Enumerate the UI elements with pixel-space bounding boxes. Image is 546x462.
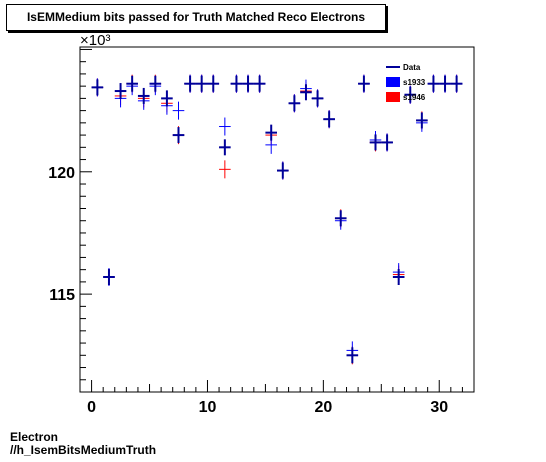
marker-data xyxy=(416,112,428,129)
marker-data xyxy=(114,83,127,100)
marker-data xyxy=(358,75,370,92)
marker-data xyxy=(172,127,185,144)
marker-data xyxy=(311,90,324,107)
marker-data xyxy=(369,134,382,151)
footer-line-1: Electron xyxy=(10,430,59,444)
legend-item-data: Data xyxy=(386,63,421,72)
marker-s1946 xyxy=(219,160,231,179)
marker-s1933 xyxy=(172,101,185,120)
y-tick-label: 120 xyxy=(48,165,75,182)
marker-data xyxy=(276,162,289,179)
footer-line-2: //h_IsemBitsMediumTruth xyxy=(10,443,157,457)
legend-item-s1933: s1933 xyxy=(386,77,426,87)
marker-data xyxy=(381,134,393,151)
marker-data xyxy=(103,269,115,285)
marker-data xyxy=(288,95,301,112)
legend: Data s1933 s1946 xyxy=(386,63,426,102)
x-tick-label: 10 xyxy=(199,399,217,416)
x-tick-label: 20 xyxy=(314,399,332,416)
marker-data xyxy=(149,75,162,92)
marker-data xyxy=(242,75,254,92)
x-tick-label: 30 xyxy=(430,399,448,416)
marker-data xyxy=(137,87,150,104)
y-axis-multiplier: ×10³ xyxy=(80,32,110,49)
marker-data xyxy=(91,79,104,96)
legend-swatch xyxy=(386,77,400,87)
marker-data xyxy=(346,347,359,364)
marker-data xyxy=(300,84,312,101)
legend-item-s1946: s1946 xyxy=(386,92,426,102)
legend-swatch xyxy=(386,92,400,102)
chart-title: IsEMMedium bits passed for Truth Matched… xyxy=(6,4,386,31)
marker-data xyxy=(334,210,347,227)
legend-label: s1933 xyxy=(403,78,426,87)
tick-labels: 0 10 20 30 115 120 xyxy=(48,165,448,416)
marker-data xyxy=(207,75,220,92)
footer: Electron //h_IsemBitsMediumTruth xyxy=(10,431,156,457)
marker-data xyxy=(439,75,451,92)
legend-label: s1946 xyxy=(403,93,426,102)
axis-ticks xyxy=(79,48,475,393)
marker-data xyxy=(450,75,463,92)
marker-data xyxy=(161,90,173,107)
marker-data xyxy=(253,75,266,92)
marker-data xyxy=(427,75,440,92)
marker-data xyxy=(323,111,335,128)
marker-data xyxy=(126,75,138,92)
marker-data xyxy=(195,75,208,92)
y-tick-label: 115 xyxy=(49,287,75,304)
marker-data xyxy=(230,75,243,92)
marker-data xyxy=(404,86,417,103)
x-tick-label: 0 xyxy=(87,399,96,416)
data-markers xyxy=(91,74,463,365)
marker-s1933 xyxy=(219,117,231,136)
legend-label: Data xyxy=(403,63,421,72)
marker-data xyxy=(265,124,278,141)
marker-data xyxy=(392,269,405,285)
marker-data xyxy=(184,75,196,92)
marker-data xyxy=(219,139,231,156)
